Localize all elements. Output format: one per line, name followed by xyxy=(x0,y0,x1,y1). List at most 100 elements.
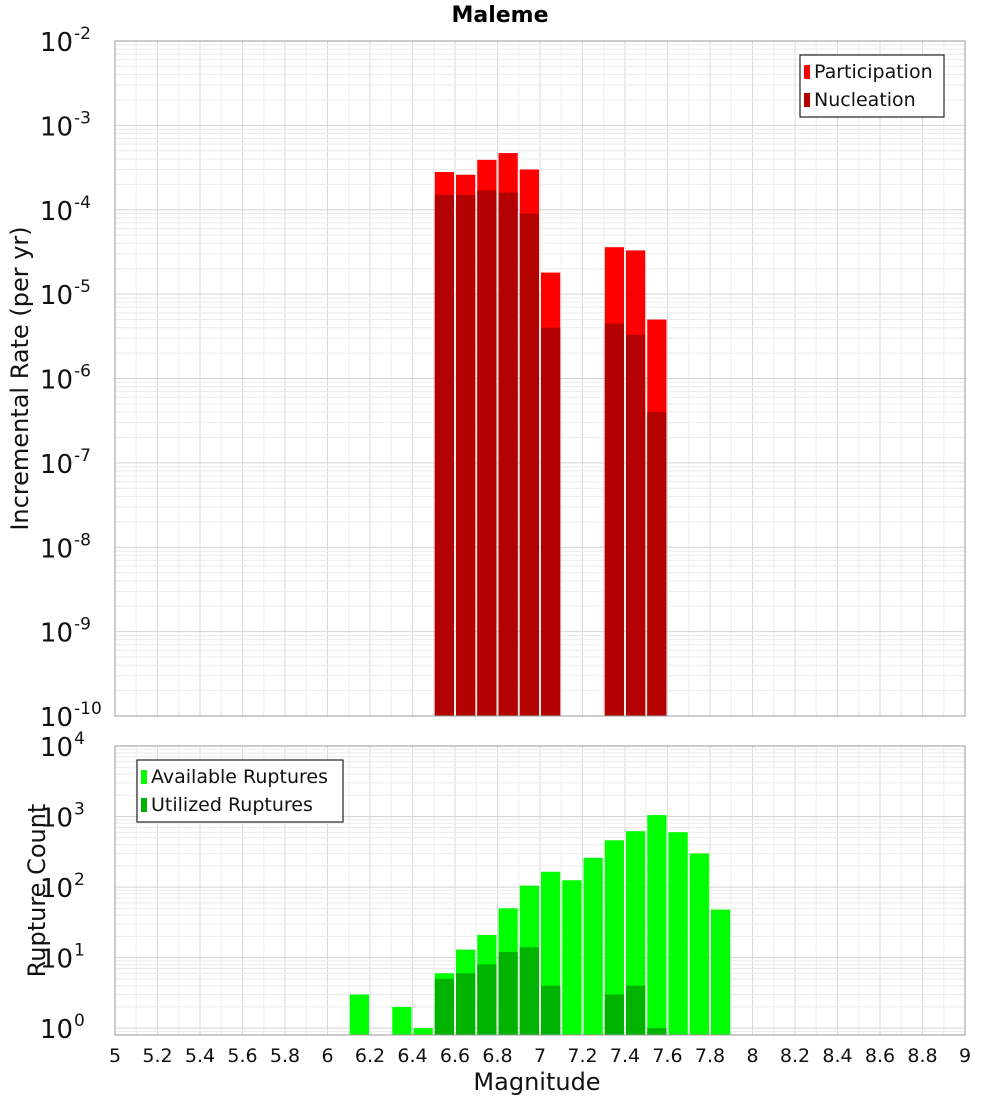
x-tick-label: 7.4 xyxy=(610,1045,640,1067)
x-tick-label: 5.6 xyxy=(227,1045,257,1067)
y-tick-label: 10 xyxy=(40,874,73,904)
y-tick-label: 10 xyxy=(40,1015,73,1045)
y-tick-exponent: 1 xyxy=(74,941,85,961)
y-tick-label: 10 xyxy=(40,112,73,142)
count-bar-secondary xyxy=(519,947,539,1035)
y-tick-exponent: -5 xyxy=(74,277,91,297)
count-bar-primary xyxy=(689,853,709,1035)
count-bar-primary xyxy=(562,880,582,1035)
legend-swatch xyxy=(804,65,810,79)
y-tick-exponent: -3 xyxy=(74,108,91,128)
y-tick-label: 10 xyxy=(40,703,73,733)
count-bar-secondary xyxy=(647,1028,667,1035)
y-tick-label: 10 xyxy=(40,281,73,311)
y-tick-exponent: -6 xyxy=(74,362,91,382)
y-tick-label: 10 xyxy=(40,733,73,763)
y-tick-label: 10 xyxy=(40,619,73,649)
count-bar-secondary xyxy=(456,973,476,1035)
plot-border xyxy=(114,40,966,717)
x-tick-label: 6 xyxy=(321,1045,333,1067)
legend-swatch xyxy=(141,770,147,784)
count-bar-primary xyxy=(349,994,369,1035)
y-tick-label: 10 xyxy=(40,534,73,564)
x-tick-label: 7.8 xyxy=(695,1045,725,1067)
y-tick-exponent: -8 xyxy=(74,530,91,550)
count-bar-primary xyxy=(392,1006,412,1035)
y-tick-exponent: 0 xyxy=(74,1011,85,1031)
x-tick-label: 8.2 xyxy=(780,1045,810,1067)
count-bar-secondary xyxy=(498,952,518,1035)
y-tick-exponent: -7 xyxy=(74,446,91,466)
y-tick-label: 10 xyxy=(40,197,73,227)
count-bar-primary xyxy=(413,1028,433,1035)
count-bar-primary xyxy=(583,857,603,1035)
rate-legend: Participation Nucleation xyxy=(799,54,945,118)
x-tick-label: 6.4 xyxy=(397,1045,427,1067)
rate-bar-secondary xyxy=(456,194,476,716)
legend-label: Participation xyxy=(814,61,933,83)
y-tick-exponent: 3 xyxy=(74,800,85,820)
y-tick-exponent: -9 xyxy=(74,615,91,635)
y-tick-label: 10 xyxy=(40,366,73,396)
y-tick-label: 10 xyxy=(40,804,73,834)
x-tick-label: 7.6 xyxy=(652,1045,682,1067)
rate-y-axis-label: Incremental Rate (per yr) xyxy=(6,226,34,530)
x-tick-label: 7.2 xyxy=(567,1045,597,1067)
x-tick-label: 6.6 xyxy=(440,1045,470,1067)
rate-panel: 10-210-310-410-510-610-710-810-910 -10Inc… xyxy=(6,3,966,733)
legend-label: Nucleation xyxy=(814,89,916,111)
legend-box xyxy=(136,759,344,823)
y-tick-exponent: -10 xyxy=(74,699,102,719)
count-legend: Available Ruptures Utilized Ruptures xyxy=(136,759,344,823)
rate-bar-secondary xyxy=(519,213,539,717)
x-tick-label: 6.8 xyxy=(482,1045,512,1067)
y-tick-exponent: -2 xyxy=(74,24,91,44)
legend-label: Utilized Ruptures xyxy=(151,794,313,816)
rate-bar-secondary xyxy=(434,194,454,716)
count-y-axis-label: Rupture Count xyxy=(23,804,51,978)
count-bar-primary xyxy=(626,831,646,1035)
count-bar-secondary xyxy=(626,985,646,1035)
count-bar-secondary xyxy=(604,994,624,1035)
count-bar-secondary xyxy=(434,978,454,1035)
x-tick-label: 5 xyxy=(109,1045,121,1067)
rate-bar-secondary xyxy=(498,192,518,717)
count-bar-primary xyxy=(668,832,688,1035)
count-bar-primary xyxy=(647,815,667,1035)
plot-border xyxy=(114,745,966,1036)
x-tick-label: 8.6 xyxy=(865,1045,895,1067)
rate-bar-secondary xyxy=(604,323,624,716)
y-tick-label: 10 xyxy=(40,450,73,480)
legend-label: Available Ruptures xyxy=(151,766,328,788)
count-bar-secondary xyxy=(477,964,497,1035)
legend-swatch xyxy=(141,798,147,812)
legend-swatch xyxy=(804,93,810,107)
chart-title: Maleme xyxy=(451,3,548,28)
count-bar-primary xyxy=(604,840,624,1035)
x-tick-label: 9 xyxy=(959,1045,971,1067)
rate-bar-secondary xyxy=(647,412,667,716)
legend-box xyxy=(799,54,945,118)
x-tick-label: 5.4 xyxy=(185,1045,215,1067)
count-bar-primary xyxy=(711,909,731,1035)
y-tick-exponent: -4 xyxy=(74,193,91,213)
y-tick-label: 10 xyxy=(40,945,73,975)
y-tick-exponent: 2 xyxy=(74,870,85,890)
rate-bar-secondary xyxy=(541,327,561,716)
x-tick-label: 5.2 xyxy=(142,1045,172,1067)
x-axis-label: Magnitude xyxy=(473,1068,600,1096)
rate-bar-secondary xyxy=(626,334,646,716)
x-tick-label: 8.4 xyxy=(822,1045,852,1067)
x-tick-label: 6.2 xyxy=(355,1045,385,1067)
x-tick-label: 8 xyxy=(746,1045,758,1067)
rate-bar-secondary xyxy=(477,190,497,716)
count-bar-secondary xyxy=(541,985,561,1035)
y-tick-label: 10 xyxy=(40,28,73,58)
x-tick-label: 7 xyxy=(534,1045,546,1067)
y-tick-exponent: 4 xyxy=(74,729,85,749)
x-tick-label: 8.8 xyxy=(907,1045,937,1067)
x-tick-label: 5.8 xyxy=(270,1045,300,1067)
